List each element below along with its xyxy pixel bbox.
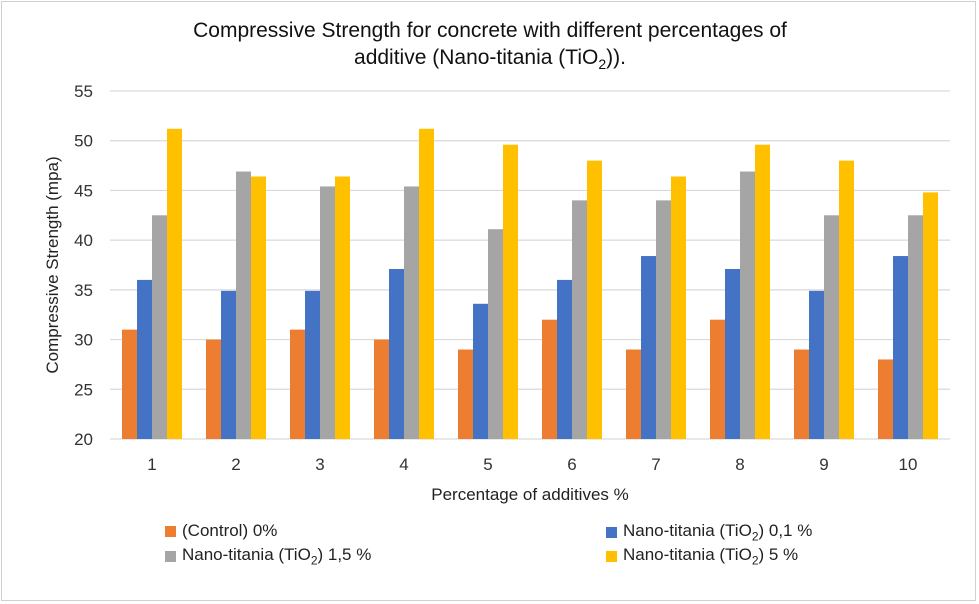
bar-series3-cat3: [335, 176, 350, 439]
x-tick-label: 5: [483, 455, 492, 474]
legend-label: Nano-titania (TiO2) 5 %: [623, 545, 799, 568]
bar-series0-cat7: [626, 349, 641, 439]
bar-series3-cat8: [755, 144, 770, 440]
bar-series0-cat8: [710, 319, 725, 439]
bar-series2-cat4: [404, 186, 419, 439]
bar-series3-cat9: [839, 160, 854, 439]
bar-series1-cat6: [557, 279, 572, 439]
legend-swatch: [606, 526, 617, 538]
bar-series1-cat2: [221, 290, 236, 439]
bar-series0-cat3: [290, 329, 305, 439]
legend-swatch: [165, 525, 176, 537]
bar-series2-cat10: [908, 215, 923, 439]
bar-series1-cat7: [641, 256, 656, 439]
x-tick-label: 6: [567, 455, 576, 474]
bar-series2-cat1: [152, 215, 167, 439]
x-axis-label: Percentage of additives %: [431, 485, 629, 504]
bar-series1-cat1: [137, 279, 152, 439]
bar-series0-cat5: [458, 349, 473, 439]
legend-swatch: [165, 550, 176, 562]
bar-series1-cat9: [809, 290, 824, 439]
bar-series1-cat4: [389, 268, 404, 439]
x-tick-label: 1: [147, 455, 156, 474]
bar-series1-cat10: [893, 256, 908, 439]
x-tick-label: 10: [899, 455, 918, 474]
y-tick-label: 30: [74, 331, 93, 350]
bar-series2-cat2: [236, 171, 251, 439]
x-tick-label: 3: [315, 455, 324, 474]
bar-series0-cat9: [794, 349, 809, 439]
y-tick-label: 45: [74, 181, 93, 200]
bar-series0-cat1: [122, 329, 137, 439]
y-tick-label: 25: [74, 380, 93, 399]
bar-series2-cat3: [320, 186, 335, 439]
y-tick-label: 50: [74, 132, 93, 151]
bar-series1-cat8: [725, 268, 740, 439]
bar-series3-cat10: [923, 192, 938, 439]
y-tick-label: 35: [74, 281, 93, 300]
title-text: additive (Nano-titania (TiO: [354, 46, 599, 69]
bar-series2-cat8: [740, 171, 755, 439]
bar-series0-cat10: [878, 359, 893, 439]
bar-series2-cat6: [572, 200, 587, 439]
bar-series0-cat2: [206, 339, 221, 439]
bar-series0-cat6: [542, 319, 557, 439]
legend-item-control: (Control) 0%: [165, 521, 277, 541]
y-tick-label: 40: [74, 231, 93, 250]
title-text-end: )).: [606, 46, 626, 69]
x-tick-label: 2: [231, 455, 240, 474]
x-tick-label: 9: [819, 455, 828, 474]
bar-series2-cat9: [824, 215, 839, 439]
legend-label: Nano-titania (TiO2) 0,1 %: [623, 521, 813, 544]
x-tick-label: 8: [735, 455, 744, 474]
x-tick-label: 4: [399, 455, 408, 474]
bar-series3-cat5: [503, 144, 518, 440]
bar-series1-cat5: [473, 303, 488, 439]
bar-series3-cat2: [251, 176, 266, 439]
bar-series3-cat4: [419, 128, 434, 440]
title-subscript: 2: [598, 56, 607, 73]
y-axis-label: Compressive Strength (mpa): [43, 156, 62, 373]
bar-series3-cat7: [671, 176, 686, 439]
x-tick-label: 7: [651, 455, 660, 474]
bar-series1-cat3: [305, 290, 320, 439]
title-line-1: Compressive Strength for concrete with d…: [193, 19, 787, 42]
bar-series0-cat4: [374, 339, 389, 439]
chart-title: Compressive Strength for concrete with d…: [100, 17, 880, 78]
bar-series3-cat1: [167, 128, 182, 440]
y-tick-label: 55: [74, 82, 93, 101]
legend-item-0-1: Nano-titania (TiO2) 0,1 %: [606, 521, 812, 543]
title-line-2: additive (Nano-titania (TiO2)).: [100, 44, 880, 78]
legend-item-5: Nano-titania (TiO2) 5 %: [606, 545, 798, 567]
legend-swatch: [606, 550, 617, 562]
bar-series3-cat6: [587, 160, 602, 439]
y-tick-label: 20: [74, 430, 93, 449]
bar-series2-cat7: [656, 200, 671, 439]
legend-item-1-5: Nano-titania (TiO2) 1,5 %: [165, 545, 371, 567]
bar-series2-cat5: [488, 229, 503, 439]
legend-label: Nano-titania (TiO2) 1,5 %: [182, 545, 372, 568]
legend-label: (Control) 0%: [182, 521, 278, 540]
